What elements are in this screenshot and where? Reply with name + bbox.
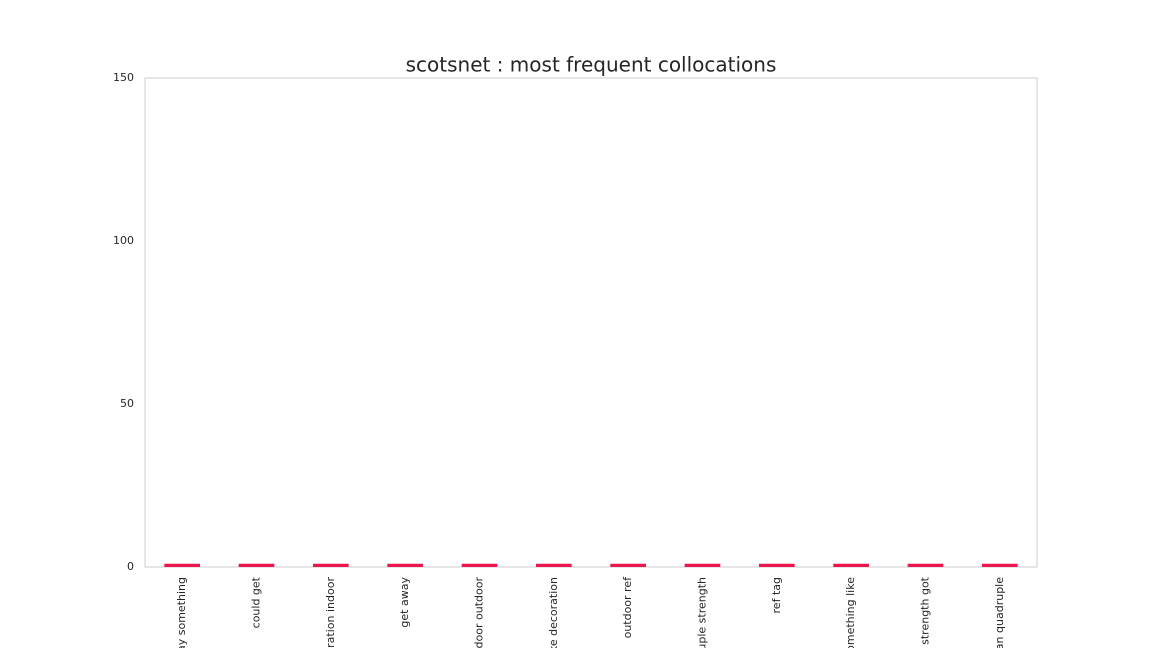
x-tick-label: indoor outdoor xyxy=(473,577,486,648)
y-tick-label: 150 xyxy=(113,71,134,84)
y-tick-label: 50 xyxy=(120,397,134,410)
x-tick-label: something like xyxy=(844,577,857,648)
y-tick-label: 100 xyxy=(113,234,134,247)
x-tick-label: way something xyxy=(175,577,188,648)
bar xyxy=(758,563,795,567)
x-tick-label: like decoration xyxy=(547,577,560,648)
bar xyxy=(610,563,647,567)
x-tick-label: ref tag xyxy=(770,577,783,613)
bar xyxy=(907,563,944,567)
x-tick-label: rian quadruple xyxy=(993,577,1006,648)
x-tick-label: druple strength xyxy=(696,577,709,648)
bar xyxy=(684,563,721,567)
x-tick-label: coration indoor xyxy=(324,577,337,648)
bar xyxy=(535,563,572,567)
bar xyxy=(312,563,349,567)
bar xyxy=(981,563,1018,567)
bar xyxy=(833,563,870,567)
x-tick-label: strength got xyxy=(919,576,932,645)
x-tick-label: get away xyxy=(398,577,411,628)
chart-title: scotsnet : most frequent collocations xyxy=(406,53,777,77)
bar xyxy=(164,563,201,567)
x-tick-label: could get xyxy=(250,576,263,628)
bar xyxy=(238,563,275,567)
bar xyxy=(387,563,424,567)
plot-frame xyxy=(144,77,1038,568)
x-tick-label: outdoor ref xyxy=(621,576,634,639)
bar xyxy=(461,563,498,567)
y-tick-label: 0 xyxy=(127,560,134,573)
